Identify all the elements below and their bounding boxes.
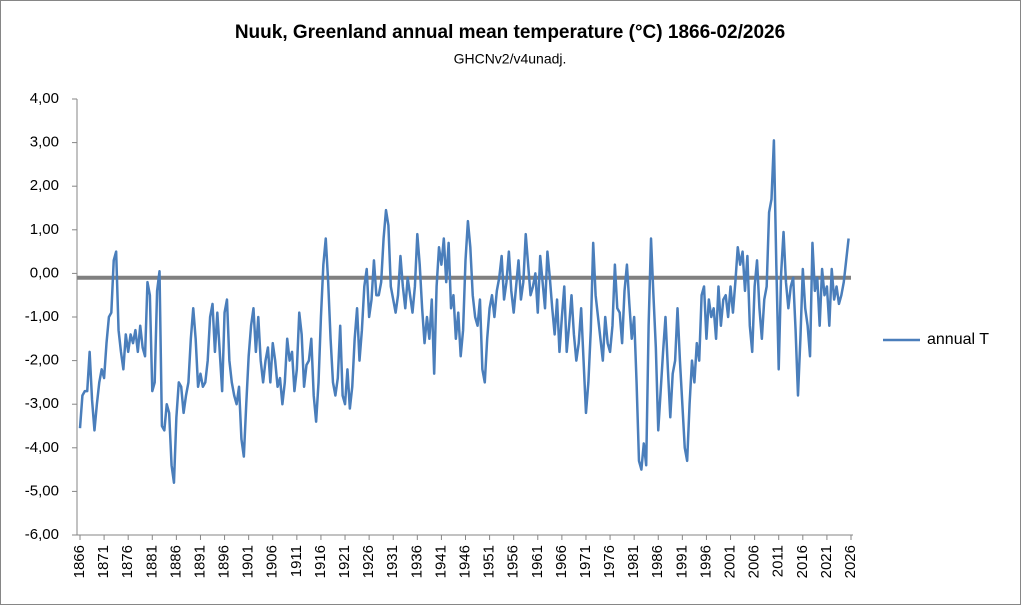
y-tick-label: 2,00 (30, 177, 59, 194)
y-tick-label: -2,00 (25, 352, 59, 369)
x-tick-label: 2001 (722, 545, 739, 578)
chart-title: Nuuk, Greenland annual mean temperature … (235, 22, 785, 43)
x-tick-label: 1981 (625, 545, 642, 578)
y-tick-label: 1,00 (30, 221, 59, 238)
y-tick-label: 3,00 (30, 134, 59, 151)
x-tick-label: 1921 (336, 545, 353, 578)
y-tick-label: 4,00 (30, 90, 59, 107)
x-tick-label: 1966 (553, 545, 570, 578)
legend-label: annual T (927, 331, 989, 348)
x-tick-label: 2016 (794, 545, 811, 578)
x-tick-label: 1866 (71, 545, 88, 578)
y-tick-label: -5,00 (25, 482, 59, 499)
y-tick-label: -3,00 (25, 395, 59, 412)
x-tick-label: 1881 (143, 545, 160, 578)
x-tick-label: 2006 (746, 545, 763, 578)
x-tick-label: 1906 (264, 545, 281, 578)
x-tick-label: 1896 (216, 545, 233, 578)
chart-subtitle: GHCNv2/v4unadj. (454, 51, 567, 67)
x-tick-label: 1891 (191, 545, 208, 578)
x-tick-label: 1976 (601, 545, 618, 578)
x-tick-label: 2011 (770, 545, 787, 577)
x-tick-label: 1956 (505, 545, 522, 578)
x-tick-label: 1996 (697, 545, 714, 578)
x-tick-label: 1901 (240, 545, 257, 578)
x-tick-label: 1971 (577, 545, 594, 578)
x-tick-label: 2026 (842, 545, 859, 578)
y-tick-label: -4,00 (25, 439, 59, 456)
x-tick-label: 1916 (312, 545, 329, 578)
y-tick-label: 0,00 (30, 264, 59, 281)
x-tick-label: 1931 (384, 545, 401, 578)
x-tick-label: 1876 (119, 545, 136, 578)
data-line (78, 139, 850, 484)
x-tick-label: 1986 (649, 545, 666, 578)
y-tick-label: -6,00 (25, 526, 59, 543)
x-tick-label: 1946 (456, 545, 473, 578)
x-tick-label: 1936 (408, 545, 425, 578)
x-tick-label: 2021 (818, 545, 835, 578)
x-tick-label: 1951 (481, 545, 498, 578)
x-tick-label: 1911 (288, 545, 305, 577)
x-tick-label: 1961 (529, 545, 546, 578)
x-tick-label: 1871 (95, 545, 112, 578)
x-tick-label: 1926 (360, 545, 377, 578)
x-tick-label: 1886 (167, 545, 184, 578)
y-tick-label: -1,00 (25, 308, 59, 325)
x-tick-label: 1991 (673, 545, 690, 578)
x-tick-label: 1941 (432, 545, 449, 578)
